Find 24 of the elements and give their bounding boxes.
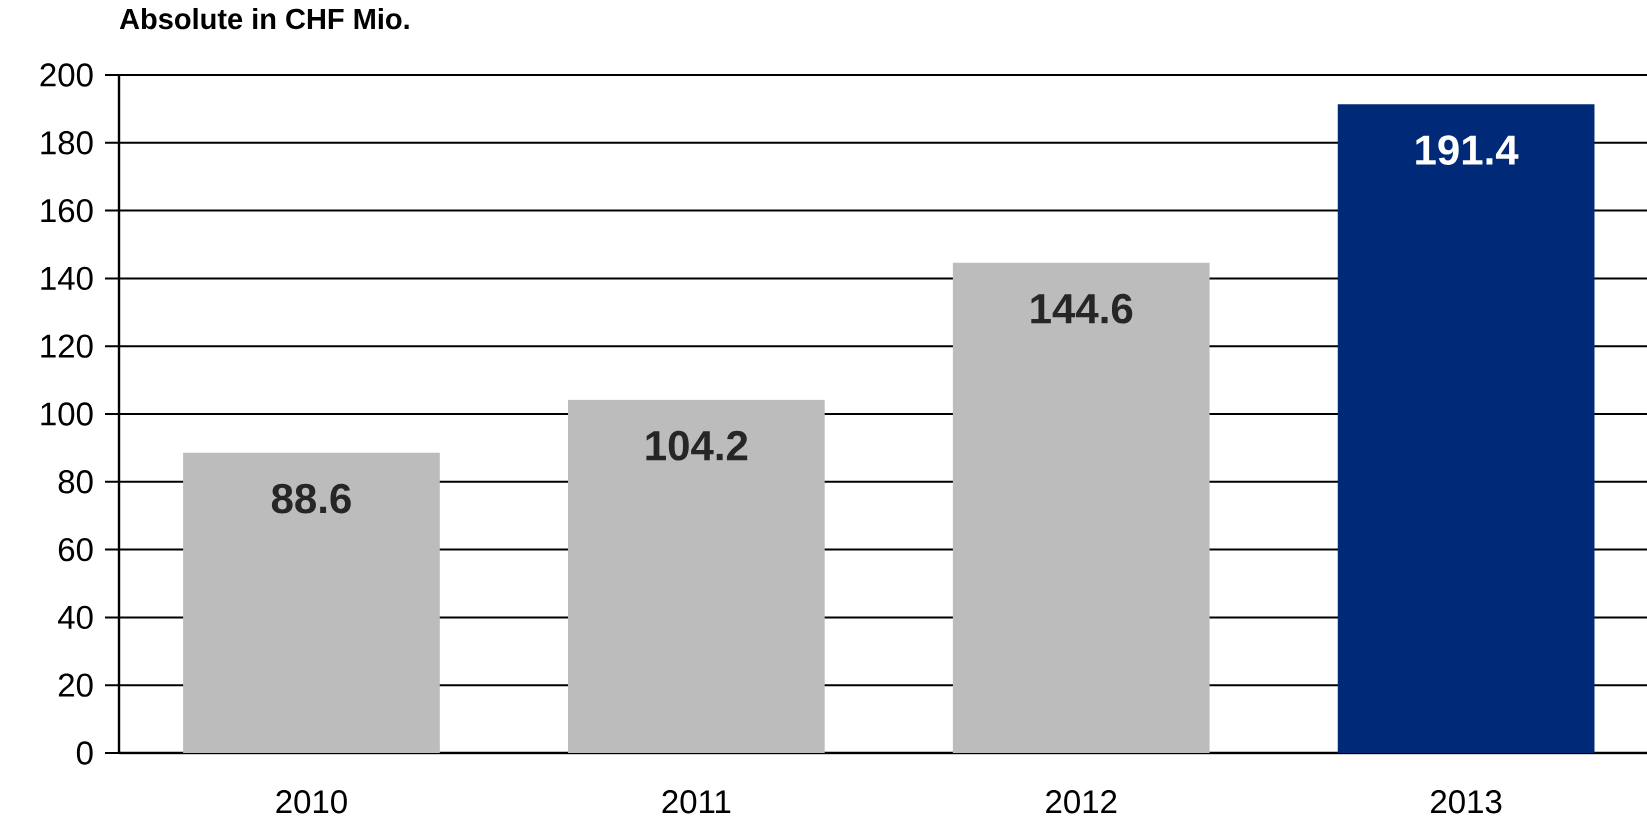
y-tick-label: 20 — [58, 673, 93, 697]
y-tick-label: 0 — [76, 741, 93, 765]
y-tick-label: 60 — [58, 537, 93, 562]
y-tick-label: 160 — [41, 198, 93, 223]
y-tick-label: 200 — [40, 63, 93, 87]
data-label: 191.4 — [1416, 135, 1519, 165]
y-tick-label: 80 — [58, 470, 93, 494]
data-label: 144.6 — [1031, 293, 1133, 324]
y-tick-label: 180 — [41, 131, 93, 155]
y-tick-label: 40 — [57, 605, 93, 630]
data-label: 104.2 — [646, 430, 748, 461]
bar — [1337, 104, 1595, 753]
x-tick-label: 2010 — [276, 790, 347, 814]
y-tick-label: 100 — [41, 402, 93, 426]
chart-title: Absolute in CHF Mio. — [119, 7, 409, 30]
y-tick-label: 120 — [41, 334, 93, 358]
x-tick-label: 2012 — [1046, 790, 1117, 814]
bar — [183, 452, 440, 753]
data-label: 88.6 — [271, 483, 351, 514]
bar — [567, 399, 825, 753]
y-tick-label: 140 — [41, 266, 93, 291]
bar — [952, 262, 1210, 753]
x-tick-label: 2013 — [1431, 790, 1502, 814]
x-tick-label: 2011 — [662, 790, 731, 814]
